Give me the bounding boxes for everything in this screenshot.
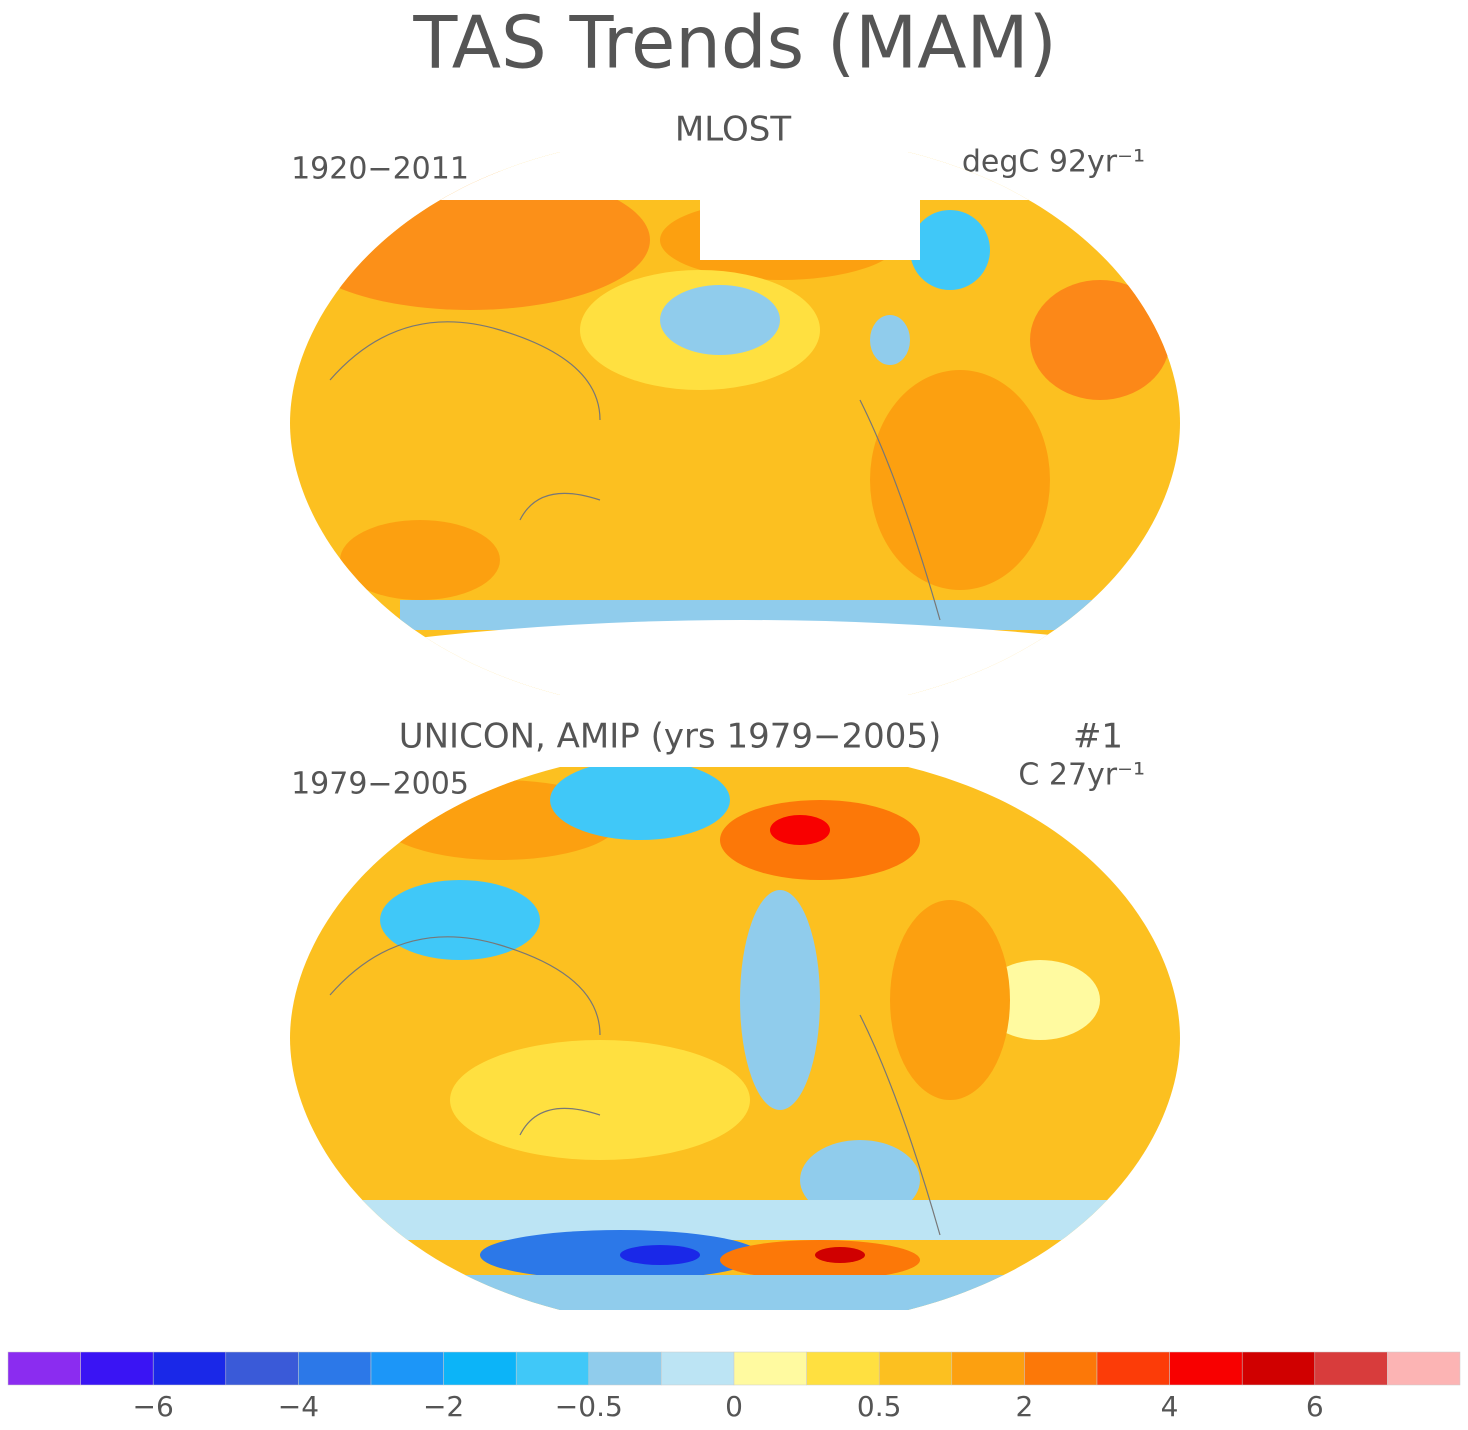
colorbar-box xyxy=(951,1351,1025,1386)
panel-right-label: degC 92yr⁻¹ xyxy=(962,145,1145,180)
colorbar-tick-label: −4 xyxy=(278,1390,319,1423)
colorbar-box xyxy=(7,1351,81,1386)
colorbar-box xyxy=(1169,1351,1243,1386)
panel-left-label: 1979−2005 xyxy=(291,767,469,802)
panel-title: MLOST xyxy=(675,110,791,150)
colorbar-tick-label: 4 xyxy=(1161,1390,1179,1423)
colorbar-box xyxy=(298,1351,372,1386)
colorbar-box xyxy=(1024,1351,1098,1386)
colorbar-box xyxy=(588,1351,662,1386)
map-bottom xyxy=(290,767,1180,1310)
colorbar-box xyxy=(661,1351,735,1386)
colorbar-box xyxy=(225,1351,299,1386)
colorbar-box xyxy=(1096,1351,1170,1386)
map-top xyxy=(290,152,1180,695)
colorbar-box xyxy=(80,1351,154,1386)
colorbar-tick-label: 0 xyxy=(725,1390,743,1423)
panel-right-label: C 27yr⁻¹ xyxy=(1018,758,1145,793)
colorbar-box xyxy=(1387,1351,1461,1386)
panel-title-right: #1 xyxy=(1073,717,1123,757)
colorbar-box xyxy=(370,1351,444,1386)
colorbar-box xyxy=(515,1351,590,1386)
colorbar-tick-label: 0.5 xyxy=(857,1390,902,1423)
colorbar-tick-label: −2 xyxy=(423,1390,464,1423)
figure-title: TAS Trends (MAM) xyxy=(412,1,1056,85)
colorbar-box xyxy=(878,1351,953,1386)
colorbar-tick-label: 2 xyxy=(1015,1390,1033,1423)
panel-title: UNICON, AMIP (yrs 1979−2005) xyxy=(399,717,942,757)
panel-left-label: 1920−2011 xyxy=(291,152,469,187)
colorbar-box xyxy=(443,1351,517,1386)
colorbar-box xyxy=(1314,1351,1388,1386)
colorbar-box xyxy=(152,1351,227,1386)
colorbar-tick-label: 6 xyxy=(1306,1390,1324,1423)
colorbar-box xyxy=(806,1351,880,1386)
colorbar-box xyxy=(1241,1351,1316,1386)
colorbar: −6 −4 −2 −0.5 0 0.5 2 4 6 xyxy=(7,1351,1461,1423)
colorbar-tick-label: −0.5 xyxy=(555,1390,623,1423)
colorbar-box xyxy=(733,1351,807,1386)
colorbar-tick-label: −6 xyxy=(133,1390,174,1423)
